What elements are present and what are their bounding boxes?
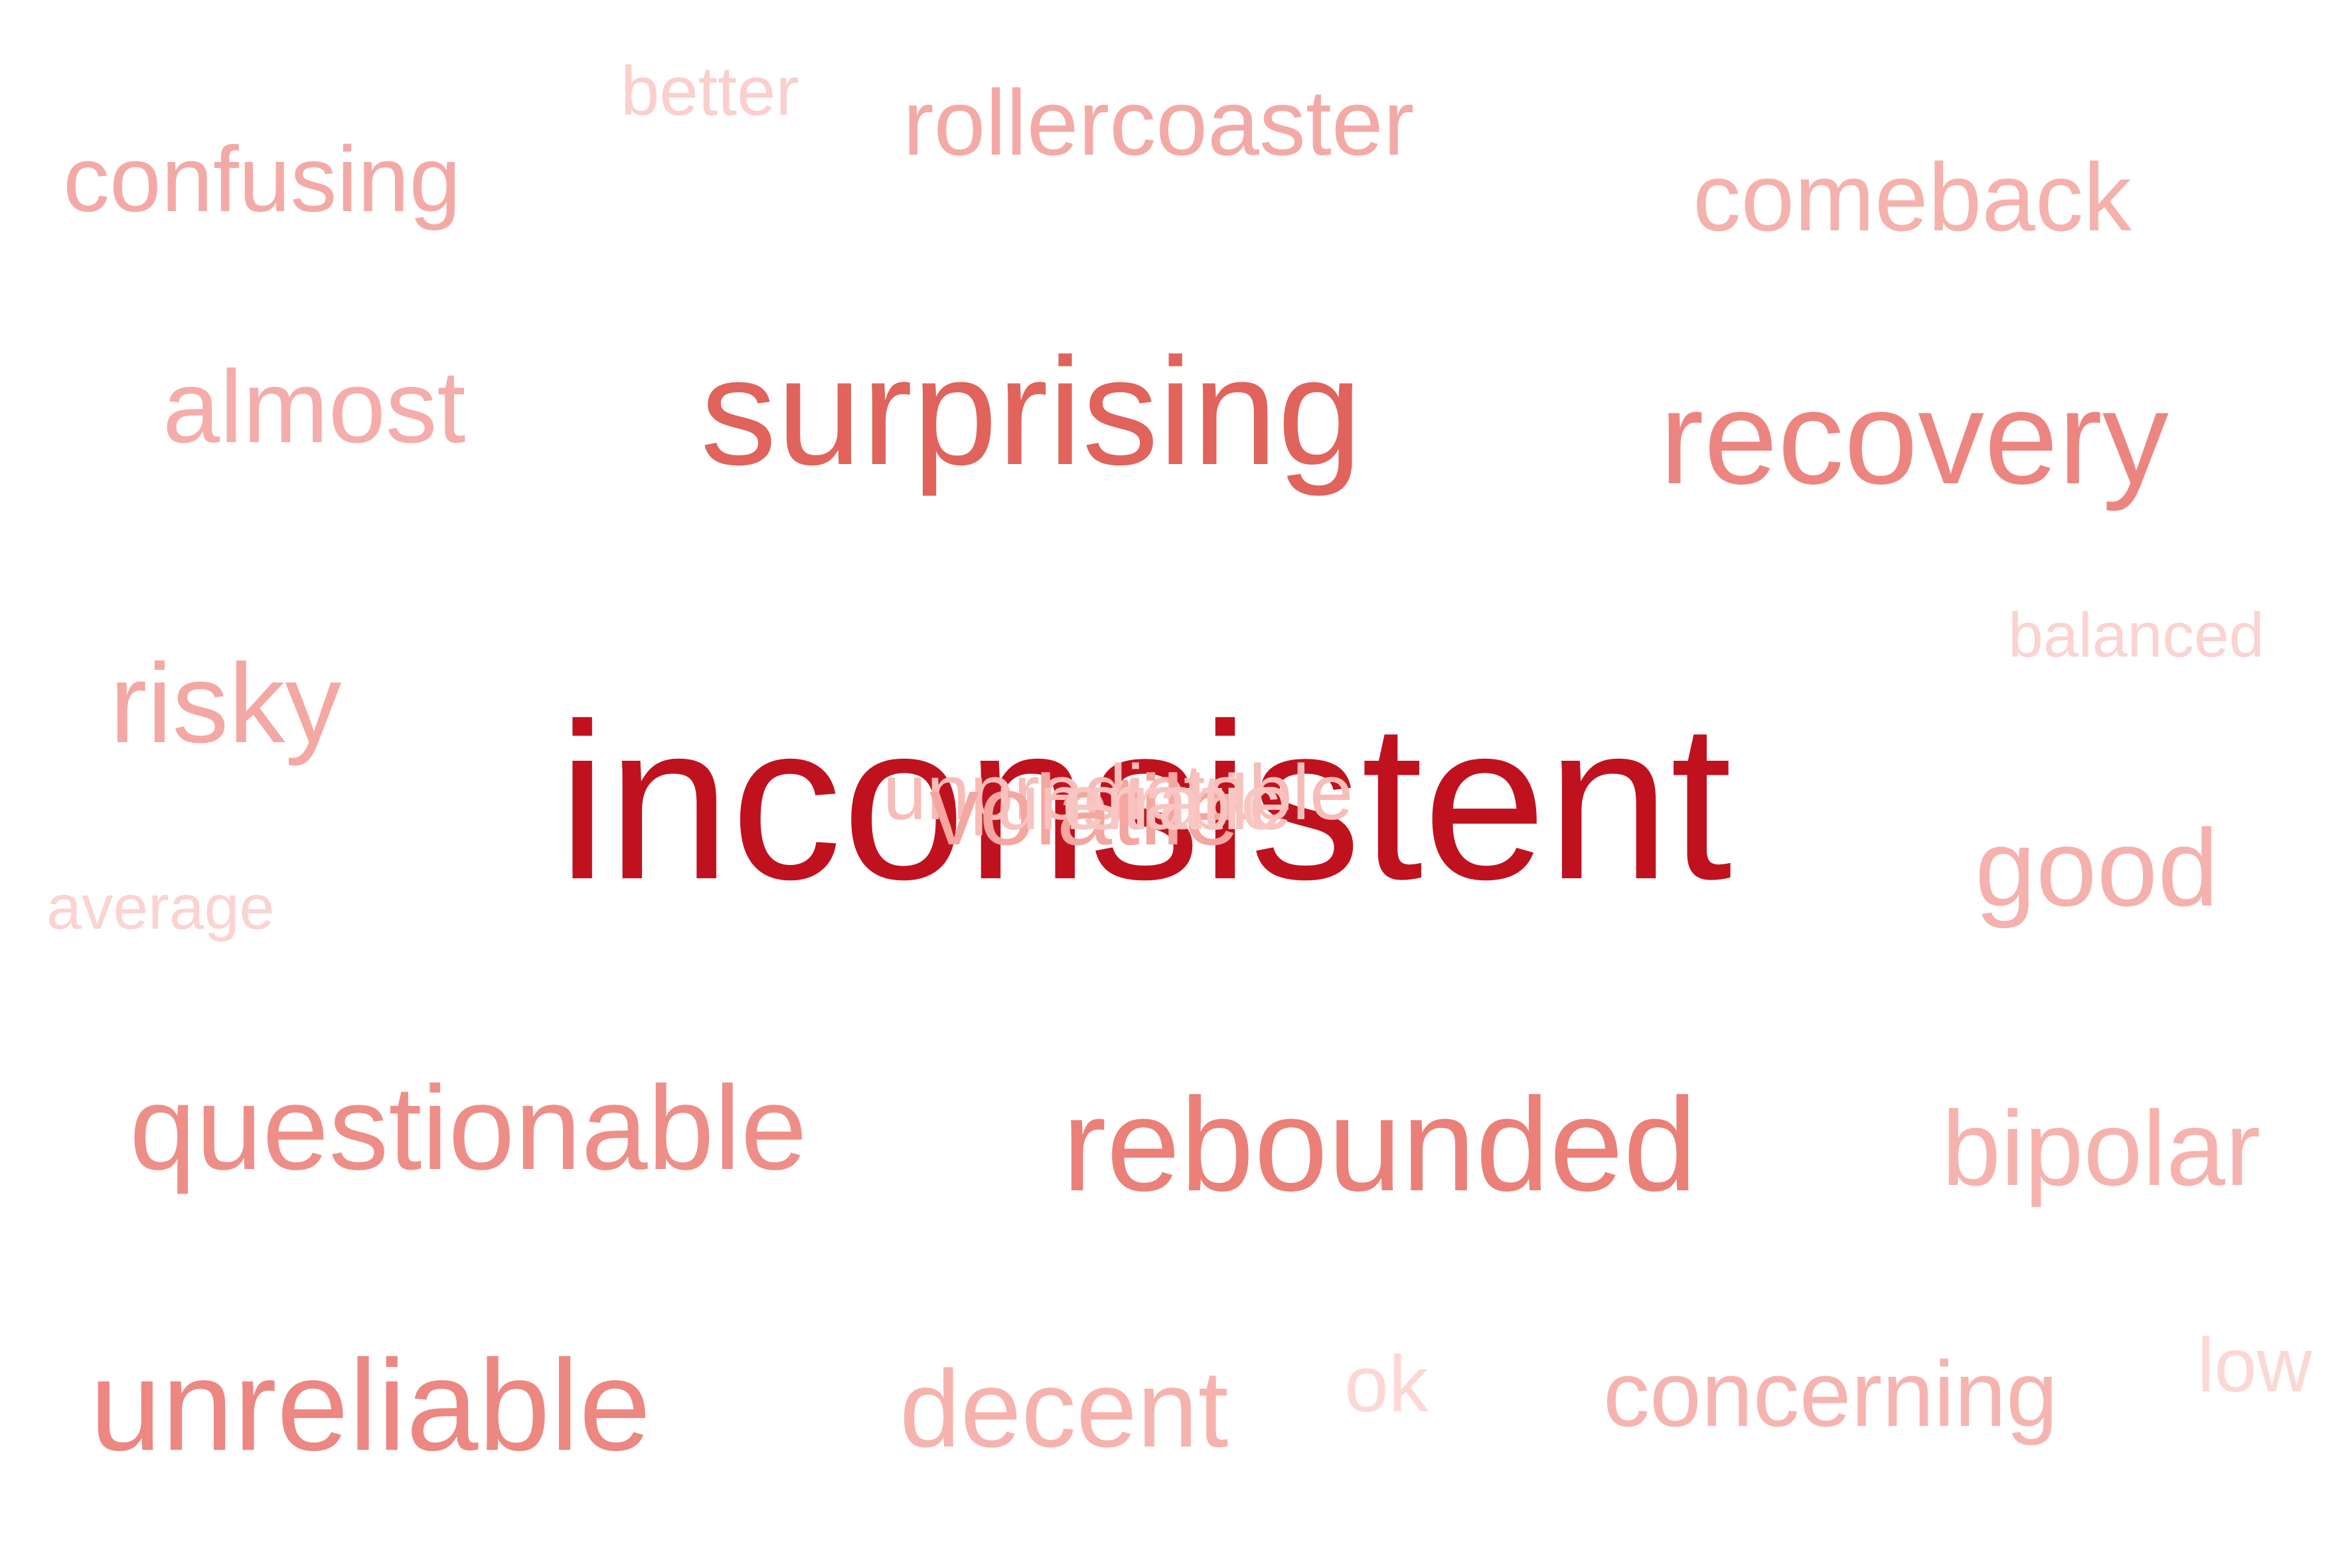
word-decent: decent bbox=[900, 1348, 1229, 1470]
word-almost: almost bbox=[163, 349, 466, 464]
word-recovery: recovery bbox=[1660, 364, 2169, 512]
word-volatile: volatile bbox=[929, 754, 1239, 866]
word-comeback: comeback bbox=[1693, 143, 2132, 251]
word-inconsistent: inconsistent bbox=[558, 677, 1733, 925]
word-questionable: questionable bbox=[129, 1061, 807, 1195]
word-good: good bbox=[1975, 807, 2219, 929]
word-better: better bbox=[621, 52, 799, 130]
word-rebounded: rebounded bbox=[1062, 1071, 1697, 1219]
word-ok: ok bbox=[1344, 1340, 1429, 1429]
word-concerning: concerning bbox=[1603, 1342, 2058, 1446]
word-low: low bbox=[2197, 1323, 2312, 1408]
word-balanced: balanced bbox=[2008, 600, 2264, 670]
word-average: average bbox=[46, 872, 275, 943]
word-rollercoaster: rollercoaster bbox=[903, 70, 1415, 175]
word-confusing: confusing bbox=[63, 127, 461, 231]
word-risky: risky bbox=[110, 641, 342, 767]
word-unpredictable: unpredictable bbox=[883, 749, 1354, 836]
word-erratic: erratic bbox=[1062, 759, 1280, 846]
word-bipolar: bipolar bbox=[1942, 1089, 2261, 1208]
word-surprising: surprising bbox=[700, 326, 1363, 497]
word-unstable: unstable bbox=[996, 759, 1293, 846]
word-unreliable: unreliable bbox=[90, 1333, 651, 1478]
